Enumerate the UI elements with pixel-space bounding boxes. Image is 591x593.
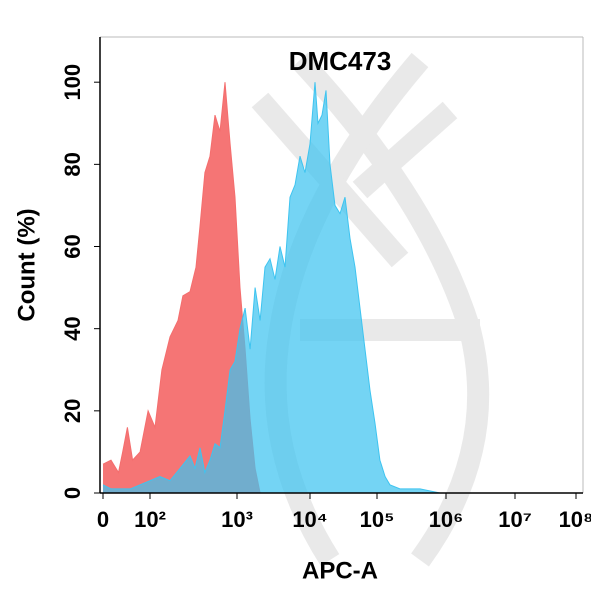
area-fill — [103, 82, 261, 493]
area-outline — [102, 82, 261, 494]
y-axis-label: Count (%) — [13, 208, 40, 321]
chart-title: DMC473 — [289, 46, 392, 76]
watermark-rung — [352, 101, 458, 199]
x-tick-label: 10⁸ — [559, 507, 591, 532]
x-tick-label: 10³ — [221, 507, 253, 532]
y-tick-label: 100 — [60, 64, 85, 101]
x-tick-label: 0 — [97, 507, 109, 532]
x-tick-label: 10⁶ — [429, 507, 464, 532]
area-outline — [102, 82, 441, 494]
y-tick-label: 40 — [60, 316, 85, 340]
x-tick-label: 10⁴ — [292, 507, 327, 532]
y-tick-label: 0 — [60, 487, 85, 499]
y-tick-label: 20 — [60, 399, 85, 423]
x-axis-label: APC-A — [302, 557, 378, 584]
x-tick-label: 10⁵ — [360, 507, 395, 532]
x-tick-label: 10² — [134, 507, 166, 532]
y-tick-label: 60 — [60, 234, 85, 258]
area-fill — [103, 82, 440, 493]
x-tick-label: 10⁷ — [498, 507, 532, 532]
y-tick-label: 80 — [60, 152, 85, 176]
